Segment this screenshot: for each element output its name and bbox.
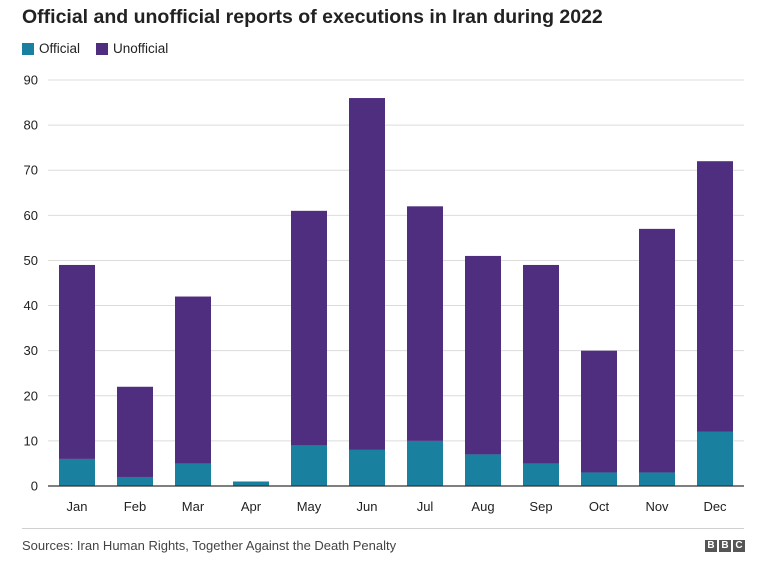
y-tick-label: 0 — [31, 479, 38, 494]
legend-label-official: Official — [39, 41, 81, 56]
bar-official-oct — [581, 472, 617, 486]
bar-unofficial-dec — [697, 161, 733, 432]
bar-official-apr — [233, 481, 269, 486]
legend-item-unofficial: Unofficial — [96, 41, 168, 56]
bbc-logo-letter: B — [705, 540, 717, 552]
y-tick-label: 70 — [24, 163, 38, 178]
legend-item-official: Official — [22, 41, 80, 56]
x-tick-label: Apr — [241, 499, 262, 514]
x-tick-label: Oct — [589, 499, 610, 514]
bar-official-aug — [465, 454, 501, 486]
bar-official-nov — [639, 472, 675, 486]
bbc-logo: B B C — [703, 540, 745, 552]
bar-official-sep — [523, 463, 559, 486]
bar-unofficial-oct — [581, 350, 617, 473]
bbc-logo-letter: C — [733, 540, 745, 552]
bar-official-feb — [117, 476, 153, 486]
y-tick-label: 20 — [24, 388, 38, 403]
y-tick-label: 80 — [24, 118, 38, 133]
legend-swatch-official — [22, 42, 34, 55]
bar-unofficial-jul — [407, 206, 443, 441]
x-tick-label: Sep — [529, 499, 552, 514]
y-tick-label: 90 — [24, 73, 38, 88]
bar-official-dec — [697, 431, 733, 486]
x-tick-label: Aug — [471, 499, 494, 514]
bar-official-jan — [59, 458, 95, 486]
bar-official-mar — [175, 463, 211, 486]
bar-unofficial-may — [291, 210, 327, 446]
bar-unofficial-nov — [639, 228, 675, 473]
bar-unofficial-jun — [349, 98, 385, 450]
source-note: Sources: Iran Human Rights, Together Aga… — [22, 538, 397, 553]
x-tick-label: Feb — [124, 499, 146, 514]
y-tick-label: 50 — [24, 253, 38, 268]
bar-unofficial-aug — [465, 255, 501, 455]
x-tick-label: Mar — [182, 499, 205, 514]
footer-divider — [22, 528, 744, 529]
y-tick-label: 60 — [24, 208, 38, 223]
chart-title: Official and unofficial reports of execu… — [22, 6, 603, 28]
bar-official-jun — [349, 449, 385, 486]
y-tick-label: 10 — [24, 433, 38, 448]
x-tick-label: Jul — [417, 499, 434, 514]
y-tick-label: 40 — [24, 298, 38, 313]
bar-official-jul — [407, 440, 443, 486]
x-tick-label: Dec — [703, 499, 727, 514]
stacked-bar-chart: 0 10 20 30 40 50 60 70 80 90 Jan Feb Mar Apr May Jun Jul… — [24, 73, 744, 514]
bbc-logo-letter: B — [719, 540, 731, 552]
bar-unofficial-mar — [175, 296, 211, 464]
legend-label-unofficial: Unofficial — [113, 41, 169, 56]
x-tick-label: Jun — [357, 499, 378, 514]
bar-unofficial-jan — [59, 264, 95, 459]
x-tick-label: Nov — [645, 499, 669, 514]
y-tick-label: 30 — [24, 343, 38, 358]
bar-official-may — [291, 445, 327, 486]
x-tick-label: May — [297, 499, 322, 514]
chart-legend: Official Unofficial — [22, 41, 184, 56]
bar-unofficial-sep — [523, 264, 559, 464]
bar-unofficial-feb — [117, 386, 153, 477]
legend-swatch-unofficial — [96, 42, 109, 55]
x-tick-label: Jan — [67, 499, 88, 514]
